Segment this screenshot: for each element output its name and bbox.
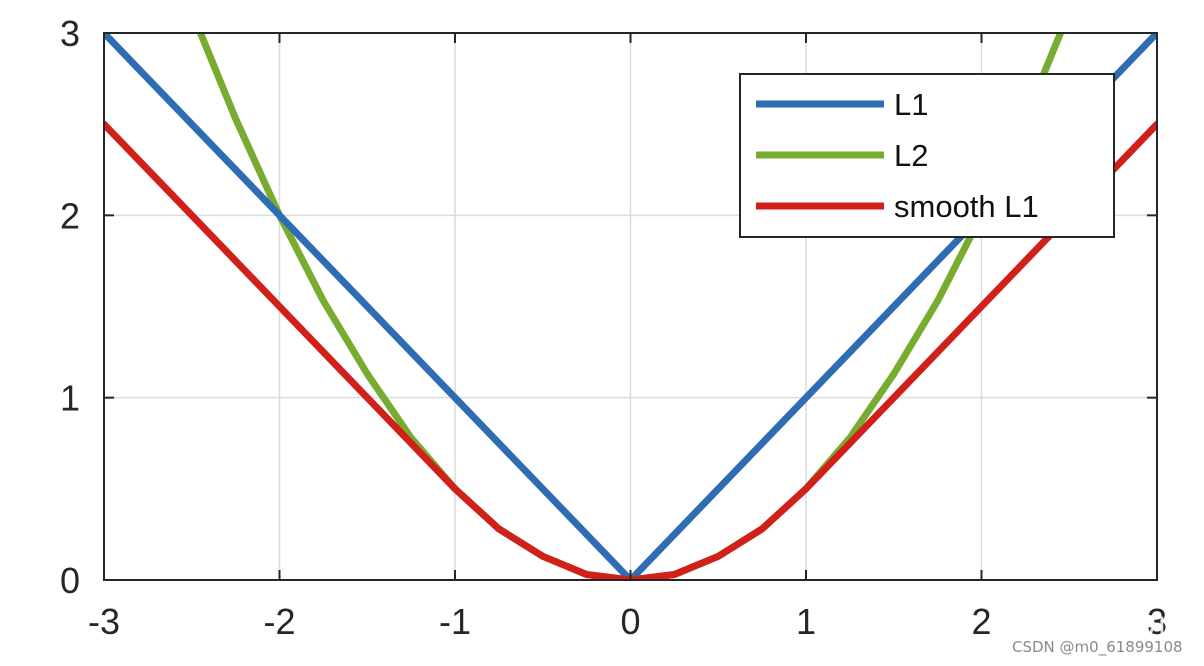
zhihu-watermark: 知乎 @小小 — [988, 614, 1181, 654]
legend-label: L2 — [894, 138, 928, 173]
x-tick-label: 2 — [971, 601, 991, 642]
y-tick-label: 0 — [60, 560, 80, 601]
y-tick-label: 3 — [60, 13, 80, 54]
series-line-l2 — [197, 33, 1064, 580]
y-tick-label: 1 — [60, 378, 80, 419]
x-tick-label: -2 — [263, 601, 295, 642]
legend-label: L1 — [894, 87, 928, 122]
x-tick-label: 1 — [796, 601, 816, 642]
series-line-smooth-l1 — [104, 120, 1157, 580]
y-tick-label: 2 — [60, 195, 80, 236]
legend: L1 L2 smooth L1 — [739, 73, 1115, 238]
x-tick-label: -3 — [88, 601, 120, 642]
tick-labels: -3 -2 -1 0 1 2 3 0 1 2 3 — [60, 13, 1167, 642]
x-tick-label: -1 — [439, 601, 471, 642]
x-tick-label: 0 — [620, 601, 640, 642]
x-tick-label: 3 — [1147, 601, 1167, 642]
legend-label: smooth L1 — [894, 189, 1039, 224]
axis-ticks — [103, 32, 1158, 581]
csdn-watermark: CSDN @m0_61899108 — [1012, 638, 1183, 656]
